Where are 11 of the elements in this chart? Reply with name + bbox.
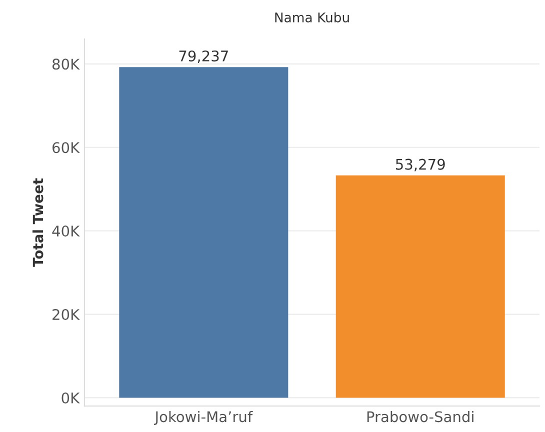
y-tick-label: 60K	[52, 142, 80, 154]
data-label: 53,279	[396, 158, 445, 172]
y-tick-label: 20K	[52, 308, 80, 320]
x-tick-label: Prabowo-Sandi	[367, 410, 474, 422]
chart-title: Nama Kubu	[275, 12, 349, 22]
y-axis-title: Total Tweet	[32, 178, 44, 267]
y-tick-label: 0K	[62, 392, 80, 404]
data-label: 79,237	[179, 50, 228, 63]
x-tick-label: Jokowi-Ma’ruf	[154, 410, 253, 425]
y-tick-label: 40K	[52, 226, 80, 237]
y-tick-label: 80K	[52, 58, 80, 70]
